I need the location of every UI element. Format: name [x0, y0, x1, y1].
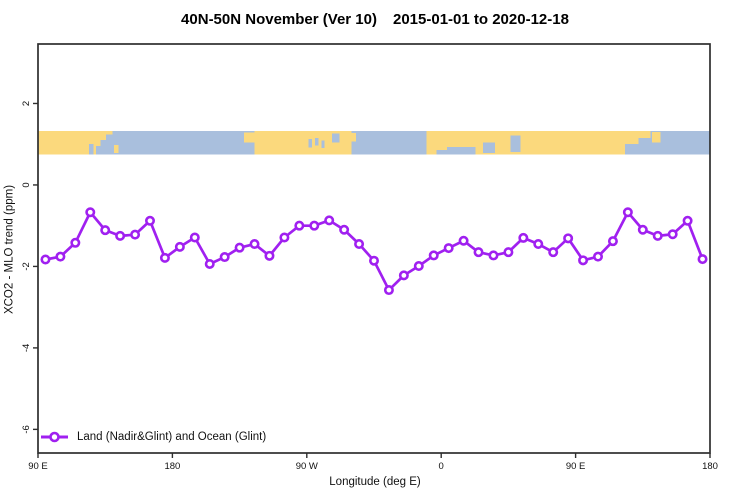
data-point-marker [219, 252, 230, 263]
data-point-marker [145, 215, 156, 226]
data-point-marker [159, 252, 170, 263]
data-point-marker [354, 239, 365, 250]
data-point-marker [503, 247, 514, 258]
map-strip-ocean-segment [112, 130, 255, 155]
chart-title-region: 40N-50N November (Ver 10) [181, 11, 377, 28]
data-point-marker [548, 247, 559, 258]
data-point-marker [339, 224, 350, 235]
map-strip-ocean-patch [483, 142, 495, 154]
data-point-marker [115, 230, 126, 241]
data-point-marker [264, 250, 275, 261]
data-point-marker [413, 261, 424, 272]
data-point-marker [488, 250, 499, 261]
data-point-marker [428, 250, 439, 261]
data-point-marker [563, 233, 574, 244]
y-axis-label: XCO2 - MLO trend (ppm) [3, 184, 16, 315]
data-point-marker [682, 215, 693, 226]
map-strip-ocean-patch [105, 134, 113, 155]
map-strip-land-patch [651, 131, 661, 143]
x-tick-label: 0 [439, 461, 444, 472]
data-point-marker [622, 207, 633, 218]
map-strip-ocean-patch [100, 140, 106, 155]
data-point-marker [398, 270, 409, 281]
y-tick-label: -2 [21, 262, 32, 270]
legend: Land (Nadir&Glint) and Ocean (Glint) [41, 428, 266, 446]
data-point-marker [130, 229, 141, 240]
data-point-marker [518, 232, 529, 243]
data-point-marker [55, 251, 66, 262]
data-point-marker [607, 236, 618, 247]
legend-marker-sample [49, 431, 60, 443]
data-point-marker [40, 254, 51, 265]
map-strip-ocean-segment [351, 130, 427, 155]
map-strip-land-segment [38, 130, 113, 155]
map-strip-land-segment [426, 130, 651, 155]
map-strip-ocean-patch [88, 143, 94, 155]
data-point-marker [279, 232, 290, 243]
x-tick-label: 90 E [566, 461, 586, 472]
map-strip-ocean-patch [308, 139, 313, 148]
map-strip-land-patch [347, 133, 357, 142]
x-tick-label: 90 E [28, 461, 48, 472]
data-point-marker [204, 258, 215, 269]
data-point-marker [637, 224, 648, 235]
map-strip-ocean-segment [650, 130, 710, 155]
data-point-marker [592, 251, 603, 262]
x-axis-label: Longitude (deg E) [329, 476, 421, 488]
y-tick-label: -6 [21, 425, 32, 433]
data-point-marker [249, 239, 260, 250]
trend-line [44, 210, 704, 292]
chart-title: 40N-50N November (Ver 10) 2015-01-01 to 2… [0, 11, 750, 28]
legend-key-icon [41, 431, 68, 443]
map-strip-land-patch [114, 144, 119, 154]
data-point-marker [533, 239, 544, 250]
map-strip-ocean-patch [321, 140, 325, 148]
data-point-marker [443, 243, 454, 254]
y-tick-label: -4 [21, 344, 32, 352]
map-strip-ocean-patch [315, 137, 319, 146]
chart-title-dates: 2015-01-01 to 2020-12-18 [392, 11, 569, 28]
map-strip-ocean-patch [447, 146, 476, 155]
map-strip-ocean-patch [624, 143, 639, 155]
y-tick-label: 0 [21, 182, 32, 187]
data-point-marker [234, 242, 245, 253]
data-point-marker [383, 285, 394, 296]
data-point-marker [309, 220, 320, 231]
data-point-marker [100, 225, 111, 236]
map-strip-ocean-patch [332, 133, 340, 143]
data-point-marker [189, 232, 200, 243]
map-strip-ocean-patch [96, 146, 101, 155]
map-strip-ocean-patch [436, 150, 448, 155]
x-tick-label: 180 [164, 461, 180, 472]
x-tick-label: 180 [702, 461, 718, 472]
data-point-marker [578, 255, 589, 266]
data-point-marker [70, 237, 81, 248]
data-point-marker [85, 207, 96, 218]
data-point-marker [667, 229, 678, 240]
data-point-marker [458, 235, 469, 246]
legend-label: Land (Nadir&Glint) and Ocean (Glint) [77, 431, 267, 443]
map-strip-land-patch [244, 132, 255, 143]
y-tick-label: 2 [21, 101, 32, 106]
x-tick-label: 90 W [296, 461, 318, 472]
map-strip-land-segment [254, 130, 352, 155]
data-point-marker [368, 255, 379, 266]
data-point-marker [324, 215, 335, 226]
map-strip-ocean-patch [638, 137, 651, 155]
data-point-marker [174, 241, 185, 252]
data-point-marker [652, 230, 663, 241]
data-point-marker [294, 220, 305, 231]
plot-border [37, 43, 711, 454]
data-point-marker [473, 247, 484, 258]
data-point-marker [697, 254, 708, 265]
map-strip-ocean-patch [510, 135, 521, 153]
